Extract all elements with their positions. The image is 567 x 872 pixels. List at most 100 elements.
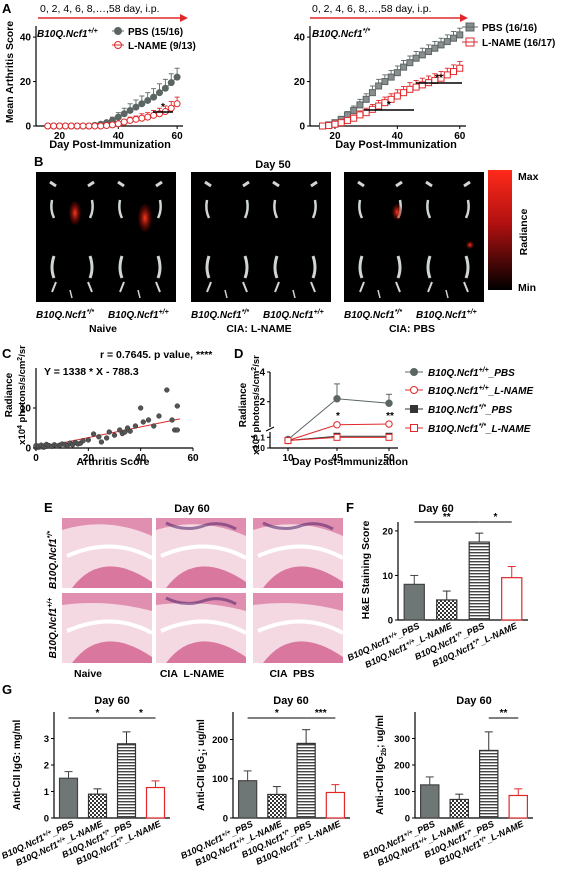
- tail-bone: [445, 289, 449, 299]
- e-row-label-wt: B10Q.Ncf1+/+: [47, 598, 59, 659]
- data-point: [431, 44, 439, 52]
- x-tick-label: 50: [383, 453, 395, 464]
- b-naive-mouse-right: B10Q.Ncf1+/+: [108, 309, 169, 321]
- c-xlabel: Arthritis Score: [77, 456, 150, 468]
- g1-ylabel: Anti-CII IgG: mg/ml: [12, 720, 23, 811]
- bar: [449, 798, 469, 819]
- data-point: [167, 79, 175, 87]
- data-point: [44, 122, 52, 130]
- limb-bone: [50, 199, 94, 219]
- data-point: [400, 63, 408, 71]
- legend-marker: [410, 368, 418, 376]
- data-point: [284, 437, 292, 445]
- bar: [237, 780, 258, 819]
- hindlimb-bone: [426, 255, 470, 279]
- tissue-region: [253, 593, 343, 611]
- scatter-point: [169, 417, 175, 423]
- a-left-strain: B10Q.Ncf1+/+: [37, 28, 98, 40]
- y-tick-label: 0: [25, 444, 31, 455]
- data-point: [385, 399, 393, 407]
- y-tick-label: 1: [44, 787, 50, 798]
- y-tick-label: 2: [259, 397, 265, 408]
- data-point: [418, 51, 426, 59]
- data-point: [393, 69, 401, 77]
- data-point: [362, 95, 370, 103]
- data-point: [73, 122, 81, 130]
- paw-bone: [427, 281, 469, 293]
- joint-space: [160, 619, 247, 635]
- hindlimb-bone: [358, 255, 402, 279]
- limb-bone: [118, 199, 162, 219]
- bar: [296, 742, 316, 819]
- tissue-region: [62, 593, 152, 611]
- timeline-label-left: 0, 2, 4, 6, 8,…,58 day, i.p.: [40, 3, 159, 15]
- tail-bone: [377, 289, 381, 299]
- paw-bone: [51, 281, 93, 293]
- data-point: [333, 433, 341, 441]
- c-ylabel-1: Radiance: [4, 372, 15, 417]
- data-point: [61, 122, 69, 130]
- data-point: [108, 121, 116, 129]
- axis-break: [265, 426, 275, 432]
- b-pbs-mouse-right: B10Q.Ncf1+/+: [416, 309, 477, 321]
- data-point: [56, 122, 64, 130]
- b-caption-pbs: CIA: PBS: [389, 323, 435, 335]
- data-point: [350, 114, 358, 122]
- legend-marker: [410, 386, 418, 394]
- tail-bone: [224, 289, 228, 299]
- data-point: [167, 104, 175, 112]
- a-ylabel: Mean Arthritis Score: [4, 21, 16, 123]
- d-ylabel-2: x104 photons/s/cm2/sr: [251, 355, 262, 455]
- data-point: [333, 395, 341, 403]
- hindlimb-bone: [50, 255, 94, 279]
- bar: [479, 749, 499, 819]
- significance-label: *: [494, 512, 498, 523]
- data-point: [173, 73, 181, 81]
- bone-region: [72, 641, 152, 663]
- data-point: [343, 116, 351, 124]
- y-tick-label: 4: [259, 368, 265, 379]
- bar: [58, 777, 79, 819]
- data-point: [161, 84, 169, 92]
- forelimb-bone: [357, 180, 403, 188]
- data-point: [450, 68, 458, 76]
- joint-space: [66, 544, 153, 560]
- significance-label: ***: [315, 708, 327, 719]
- data-point: [450, 34, 458, 42]
- limb-bone: [273, 199, 317, 219]
- arthritis-chart-wt: 0 20 40 20 40 60: [20, 26, 183, 142]
- radiance-signal: [69, 201, 81, 225]
- data-point: [356, 111, 364, 119]
- scatter-point: [140, 419, 146, 425]
- b-caption-naive: Naive: [89, 323, 117, 335]
- data-point: [103, 122, 111, 130]
- imaging-panels: [36, 172, 484, 302]
- scatter-point: [122, 429, 128, 435]
- legend-lname-wt: L-NAME (9/13): [128, 41, 196, 52]
- x-tick-label: 40: [113, 131, 125, 142]
- f-title: Day 60: [418, 503, 453, 515]
- y-tick-label: 10: [20, 404, 32, 415]
- radiance-timecourse-chart: 240.00.110 45 50* **: [253, 368, 398, 464]
- data-point: [456, 64, 464, 72]
- panel-label-a: A: [2, 1, 12, 16]
- data-point: [318, 122, 326, 130]
- b-captions: B10Q.Ncf1*/* B10Q.Ncf1+/+ Naive B10Q.Ncf…: [36, 309, 477, 335]
- e-title: Day 60: [174, 503, 209, 515]
- forelimb-bone: [49, 180, 95, 188]
- d-xlabel: Day Post-Immunization: [292, 456, 408, 468]
- data-point: [120, 118, 128, 126]
- tail-bone: [69, 289, 73, 299]
- y-tick-label: 10: [382, 571, 393, 582]
- x-tick-label: 60: [454, 131, 466, 142]
- data-point: [406, 85, 414, 93]
- data-point: [425, 48, 433, 56]
- y-tick-label: 20: [382, 526, 393, 537]
- data-point: [150, 111, 158, 119]
- hindlimb-bone: [205, 255, 249, 279]
- data-point: [67, 122, 75, 130]
- bar: [87, 793, 108, 819]
- d-sig-45: *: [336, 411, 340, 422]
- x-tick-label: 10: [282, 453, 294, 464]
